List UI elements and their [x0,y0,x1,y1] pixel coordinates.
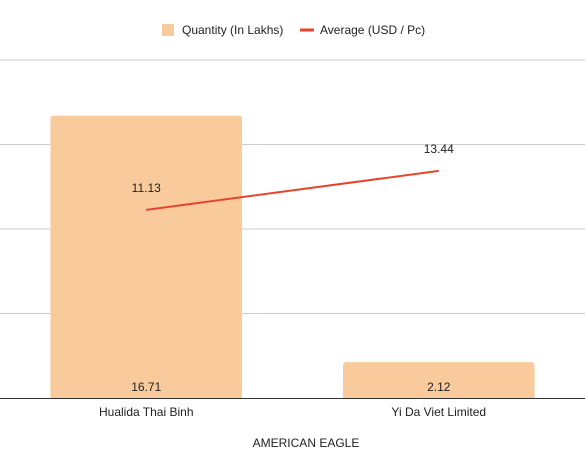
x-tick-label: Hualida Thai Binh [99,405,194,419]
legend-label-quantity: Quantity (In Lakhs) [182,23,283,37]
line-series [146,169,439,211]
x-axis-title: AMERICAN EAGLE [253,436,360,450]
line-data-label: 13.44 [424,142,454,156]
bar-series [50,115,535,398]
bar-data-label: 2.12 [427,380,451,394]
legend: Quantity (In Lakhs) Average (USD / Pc) [162,23,425,37]
data-labels: 16.71 2.12 11.13 13.44 [131,142,454,394]
average-line [146,169,439,211]
x-axis: Hualida Thai Binh Yi Da Viet Limited [0,398,585,419]
legend-label-average: Average (USD / Pc) [320,23,425,37]
bar-data-label: 16.71 [131,380,161,394]
legend-swatch-quantity [162,24,174,36]
bar [342,362,535,398]
bar [50,115,243,398]
line-data-label: 11.13 [132,181,161,195]
x-tick-label: Yi Da Viet Limited [391,405,486,419]
